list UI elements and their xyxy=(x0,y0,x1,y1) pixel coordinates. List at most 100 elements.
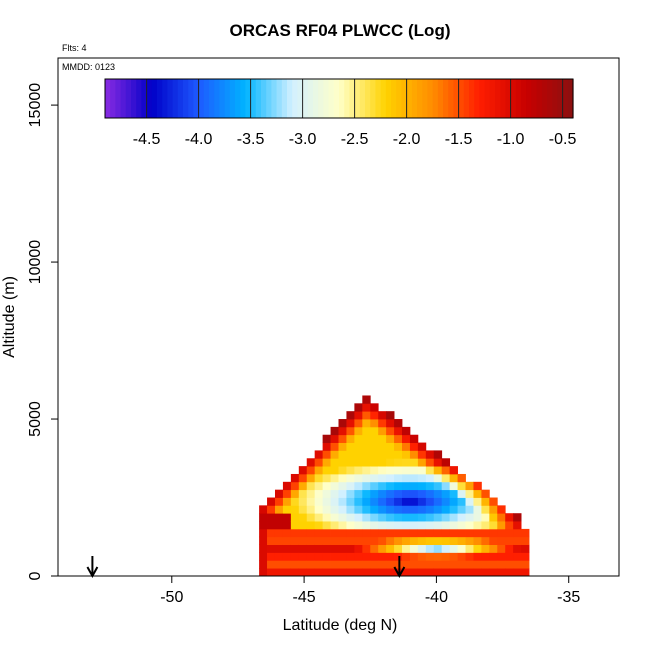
colorbar-swatch xyxy=(307,79,314,118)
heat-cell xyxy=(330,426,339,436)
heat-cell xyxy=(386,489,395,498)
heat-cell xyxy=(354,497,363,506)
heat-cell xyxy=(417,521,427,530)
heat-cell xyxy=(338,521,347,530)
heat-cell xyxy=(402,442,411,451)
heat-cell xyxy=(489,497,498,506)
heat-cell xyxy=(338,505,347,514)
heat-cell xyxy=(433,528,443,538)
heat-cell xyxy=(473,489,482,498)
colorbar-swatch xyxy=(536,79,543,118)
colorbar-swatch xyxy=(224,79,231,118)
heat-cell xyxy=(489,513,498,522)
heat-cell xyxy=(346,442,355,451)
heat-cell xyxy=(346,466,355,475)
heat-cell xyxy=(330,450,339,459)
heat-cell xyxy=(338,568,347,576)
heat-cell xyxy=(457,473,466,483)
heat-cell xyxy=(322,473,331,483)
heat-cell xyxy=(417,513,427,522)
heat-cell xyxy=(417,473,427,483)
heat-cell xyxy=(330,442,339,451)
heat-cell xyxy=(386,458,395,467)
heat-cell xyxy=(465,536,474,546)
heat-cell xyxy=(314,560,324,569)
heat-cell xyxy=(441,560,451,569)
heat-cell xyxy=(489,528,498,538)
heat-cell xyxy=(433,552,443,561)
heat-cell xyxy=(386,450,395,459)
heat-cell xyxy=(402,489,411,498)
heat-cell xyxy=(378,466,387,475)
heat-cell xyxy=(425,513,435,522)
heat-cell xyxy=(441,528,451,538)
heat-cell xyxy=(346,513,355,522)
heat-cell xyxy=(489,505,498,514)
heat-cell xyxy=(441,481,451,491)
y-tick-label-2: 10000 xyxy=(27,240,44,285)
heat-cell xyxy=(425,473,435,483)
heat-cell xyxy=(489,521,498,530)
heat-cell xyxy=(409,466,419,475)
heat-cell xyxy=(465,521,474,530)
heat-cell xyxy=(370,442,379,451)
heat-cell xyxy=(409,560,419,569)
heat-cell xyxy=(394,458,403,467)
heat-cell xyxy=(378,528,387,538)
heat-cell xyxy=(505,552,514,561)
heat-cell xyxy=(338,434,347,443)
colorbar-swatch xyxy=(443,79,449,118)
heat-cell xyxy=(457,489,466,498)
heat-cell xyxy=(441,568,451,576)
heat-cell xyxy=(465,489,474,498)
heat-cell xyxy=(409,513,419,522)
heat-cell xyxy=(402,536,411,546)
heat-cell xyxy=(449,489,458,498)
heat-cell xyxy=(370,473,379,483)
heat-cell xyxy=(409,544,419,553)
colorbar-swatch xyxy=(370,79,376,118)
heat-cell xyxy=(267,536,276,546)
heat-cell xyxy=(362,497,371,506)
colorbar-swatch xyxy=(479,79,486,118)
colorbar-swatch xyxy=(484,79,491,118)
heat-cell xyxy=(306,489,316,498)
heat-cell xyxy=(298,544,308,553)
heat-cell xyxy=(346,536,355,546)
heat-cell xyxy=(290,528,300,538)
heat-cell xyxy=(433,536,443,546)
heat-cell xyxy=(441,521,451,530)
heat-cell xyxy=(362,450,371,459)
heat-cell xyxy=(306,505,316,514)
heat-cell xyxy=(402,528,411,538)
colorbar: -4.5 -4.0 -3.5 -3.0 -2.5 -2.0 -1.5 -1.0 -0.5 xyxy=(104,78,576,148)
heat-cell xyxy=(370,528,379,538)
heat-cell xyxy=(386,481,395,491)
heat-cell xyxy=(465,552,474,561)
heat-cell xyxy=(322,536,331,546)
heat-cell xyxy=(394,497,403,506)
heat-cell xyxy=(457,528,466,538)
heat-cell xyxy=(465,481,474,491)
heat-cell xyxy=(481,552,490,561)
heat-cell xyxy=(394,489,403,498)
heat-cell xyxy=(386,513,395,522)
heat-cell xyxy=(267,528,276,538)
heat-cell xyxy=(497,521,506,530)
heat-cell xyxy=(306,466,316,475)
heat-cell xyxy=(338,450,347,459)
heat-cell xyxy=(306,497,316,506)
heat-cell xyxy=(378,419,387,428)
heat-cell xyxy=(425,536,435,546)
heat-cell xyxy=(449,560,458,569)
heat-cell xyxy=(417,481,427,491)
heat-cell xyxy=(513,560,522,569)
heat-cell xyxy=(457,552,466,561)
heat-cell xyxy=(354,560,363,569)
heat-cell xyxy=(290,481,300,491)
heat-cell xyxy=(402,552,411,561)
heat-cell xyxy=(362,528,371,538)
heat-cell xyxy=(338,552,347,561)
heat-cell xyxy=(465,505,474,514)
heat-cell xyxy=(417,505,427,514)
